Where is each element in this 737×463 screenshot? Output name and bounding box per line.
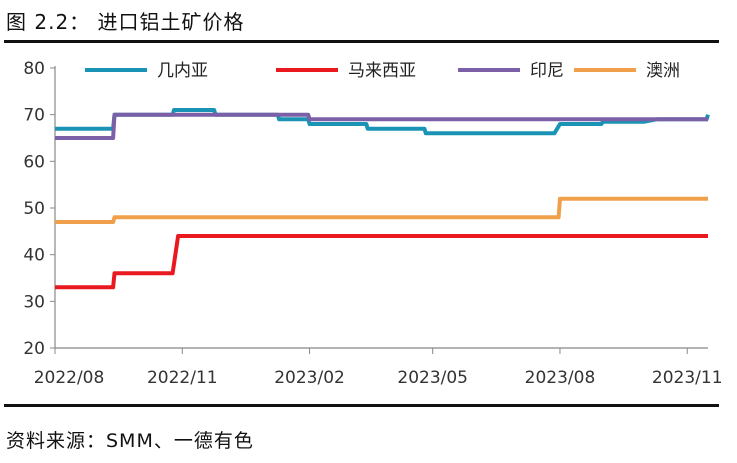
source-note: 资料来源：SMM、一德有色 (6, 430, 254, 452)
legend-label-1: 马来西亚 (348, 61, 416, 81)
top-rule (4, 40, 719, 43)
series-line-1 (55, 234, 708, 290)
y-tick-label: 60 (23, 152, 45, 172)
chart-legend: 几内亚 马来西亚 印尼 澳洲 (85, 61, 680, 81)
y-tick-label: 70 (23, 106, 45, 126)
x-tick-label: 2022/11 (147, 368, 218, 388)
series-line-3 (55, 196, 708, 224)
x-tick-label: 2023/11 (652, 368, 723, 388)
series-line-0 (55, 108, 710, 136)
figure-title: 图 2.2： 进口铝土矿价格 (6, 10, 245, 34)
y-axis-ticks: 20 30 40 50 60 70 80 (23, 59, 55, 359)
x-tick-label: 2022/08 (34, 368, 105, 388)
x-axis-ticks: 2022/08 2022/11 2023/02 2023/05 2023/08 2023/… (34, 348, 723, 388)
chart-axes (54, 66, 708, 349)
y-tick-label: 30 (23, 292, 45, 312)
legend-label-2: 印尼 (530, 61, 564, 81)
y-tick-label: 40 (23, 246, 45, 266)
x-tick-label: 2023/08 (525, 368, 596, 388)
line-chart: 20 30 40 50 60 70 80 2022/08 2022/11 2023/02 2023… (23, 59, 723, 388)
legend-label-0: 几内亚 (157, 61, 208, 81)
series-lines (55, 108, 710, 290)
y-tick-label: 50 (23, 199, 45, 219)
series-line-2 (55, 112, 708, 140)
x-tick-label: 2023/05 (397, 368, 468, 388)
y-tick-label: 20 (23, 339, 45, 359)
legend-label-3: 澳洲 (646, 61, 680, 81)
y-tick-label: 80 (23, 59, 45, 79)
bottom-rule (4, 404, 719, 407)
x-tick-label: 2023/02 (274, 368, 345, 388)
